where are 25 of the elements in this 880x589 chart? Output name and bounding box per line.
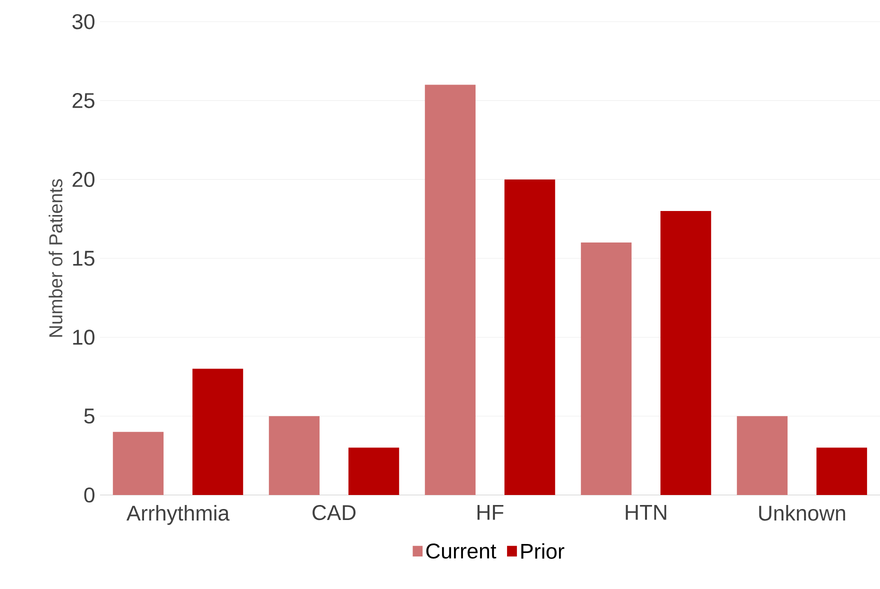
bar <box>504 179 556 495</box>
bar <box>348 448 400 495</box>
bar <box>424 84 476 495</box>
y-tick-label: 20 <box>72 172 94 187</box>
y-tick-label: 30 <box>72 14 94 30</box>
bar <box>112 432 164 495</box>
x-tick-label: HF <box>478 505 504 520</box>
y-tick-label: 15 <box>73 250 94 266</box>
y-tick-label: 10 <box>73 330 94 345</box>
bar <box>192 368 244 495</box>
x-tick-label: Unknown <box>759 505 846 521</box>
bar <box>660 211 712 495</box>
x-tick-label: CAD <box>312 505 356 520</box>
x-tick-label: HTN <box>626 505 666 520</box>
y-tick-label: 0 <box>84 487 94 503</box>
y-axis-title: Number of Patients <box>48 179 62 337</box>
x-tick-label: Arrhythmia <box>126 505 230 525</box>
y-tick-label: 5 <box>84 408 94 424</box>
legend-label: Current <box>426 543 496 559</box>
legend-label: Prior <box>521 543 564 559</box>
bar <box>580 242 632 495</box>
bar <box>736 416 788 495</box>
bar <box>816 448 868 495</box>
y-tick-label: 25 <box>72 93 94 108</box>
bar <box>268 416 320 495</box>
